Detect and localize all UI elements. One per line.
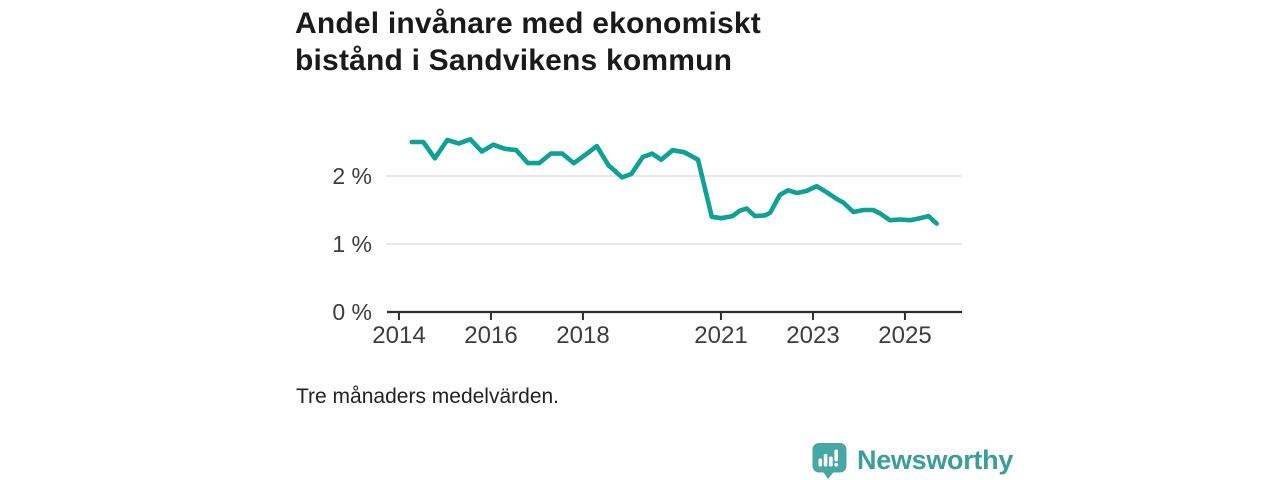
x-axis-label-2018: 2018 [556, 322, 610, 349]
logo-exclamation-dot [834, 462, 839, 467]
chart-footnote: Tre månaders medelvärden. [296, 385, 560, 408]
x-axis-label-2025: 2025 [878, 322, 932, 349]
y-axis-label-0: 0 % [332, 298, 372, 325]
logo-bar-2 [823, 454, 828, 467]
x-axis-label-2021: 2021 [694, 322, 748, 349]
x-axis-label-2014: 2014 [372, 322, 426, 349]
logo-bar-3 [829, 456, 833, 467]
x-axis-label-2023: 2023 [786, 322, 840, 349]
trend-line [409, 137, 940, 226]
chart-title-line-1: Andel invånare med ekonomiskt [295, 7, 761, 40]
newsworthy-bar-chart-bubble-icon [812, 443, 847, 479]
newsworthy-logo: Newsworthy [812, 442, 1013, 479]
chart-title-line-2: bistånd i Sandvikens kommun [295, 44, 733, 77]
x-axis-label-2016: 2016 [464, 322, 518, 349]
logo-bar-1 [818, 458, 823, 467]
y-axis-label-2: 2 % [332, 162, 372, 189]
logo-bubble-tail [822, 471, 835, 479]
logo-exclamation-bar [834, 449, 838, 462]
chart-title: Andel invånare med ekonomiskt bistånd i … [295, 5, 935, 79]
brand-name: Newsworthy [857, 445, 1014, 475]
y-axis-label-1: 1 % [332, 230, 372, 257]
